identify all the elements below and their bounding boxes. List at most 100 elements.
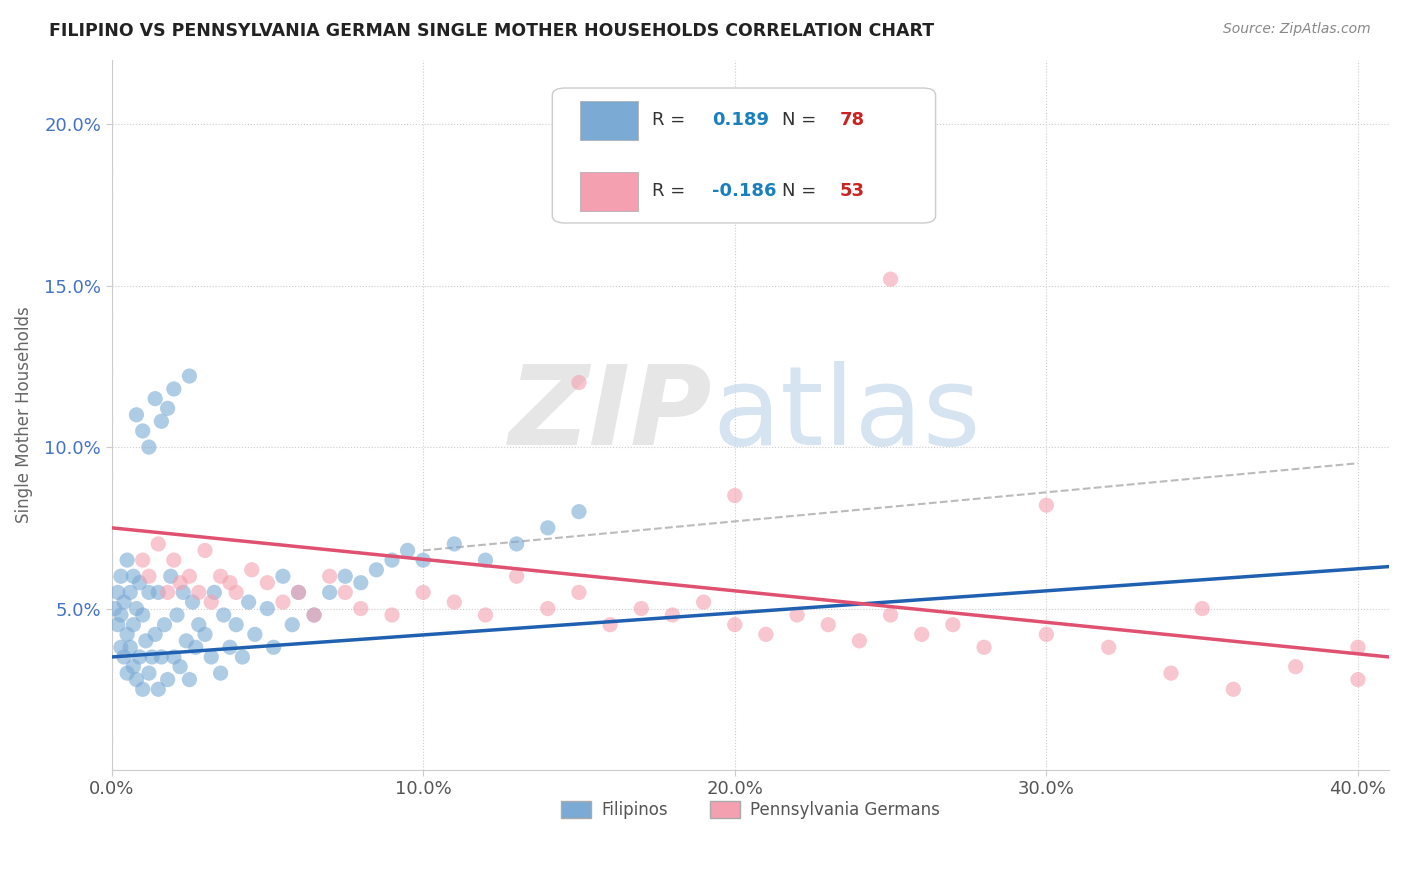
Point bbox=[396, 543, 419, 558]
Point bbox=[125, 408, 148, 422]
Point bbox=[335, 585, 357, 599]
Point bbox=[107, 585, 129, 599]
Point bbox=[131, 682, 153, 697]
Point bbox=[225, 585, 247, 599]
Point bbox=[302, 607, 325, 622]
Point bbox=[163, 650, 186, 665]
Point bbox=[568, 376, 591, 390]
Text: R =: R = bbox=[652, 182, 690, 200]
Point bbox=[287, 585, 309, 599]
Text: -0.186: -0.186 bbox=[711, 182, 776, 200]
Point bbox=[350, 575, 373, 590]
Text: N =: N = bbox=[782, 111, 823, 129]
Point bbox=[474, 607, 496, 622]
Text: atlas: atlas bbox=[711, 361, 980, 468]
Point bbox=[412, 553, 434, 567]
Point bbox=[187, 617, 209, 632]
Point bbox=[879, 607, 901, 622]
Point bbox=[138, 585, 160, 599]
Point bbox=[1347, 640, 1369, 655]
Point bbox=[302, 607, 325, 622]
Point bbox=[128, 650, 150, 665]
Point bbox=[138, 666, 160, 681]
Point bbox=[1191, 601, 1213, 615]
Point bbox=[120, 640, 142, 655]
Point bbox=[159, 569, 181, 583]
Text: FILIPINO VS PENNSYLVANIA GERMAN SINGLE MOTHER HOUSEHOLDS CORRELATION CHART: FILIPINO VS PENNSYLVANIA GERMAN SINGLE M… bbox=[49, 22, 935, 40]
Point bbox=[443, 537, 465, 551]
Point bbox=[271, 569, 294, 583]
Point bbox=[879, 272, 901, 286]
Point bbox=[153, 617, 176, 632]
Point bbox=[125, 673, 148, 687]
Point bbox=[135, 633, 157, 648]
Point bbox=[1347, 673, 1369, 687]
Point bbox=[120, 585, 142, 599]
Point bbox=[148, 682, 170, 697]
Point bbox=[166, 607, 188, 622]
Point bbox=[381, 553, 404, 567]
Point bbox=[243, 627, 266, 641]
Point bbox=[1285, 659, 1308, 673]
Point bbox=[179, 569, 201, 583]
Point bbox=[1222, 682, 1244, 697]
Text: Source: ZipAtlas.com: Source: ZipAtlas.com bbox=[1223, 22, 1371, 37]
Point bbox=[231, 650, 253, 665]
Point bbox=[366, 563, 388, 577]
Point bbox=[212, 607, 235, 622]
Point bbox=[148, 585, 170, 599]
Point bbox=[661, 607, 683, 622]
Point bbox=[287, 585, 309, 599]
Point bbox=[505, 569, 527, 583]
Point bbox=[110, 640, 132, 655]
Point bbox=[110, 607, 132, 622]
Point bbox=[724, 489, 747, 503]
Point bbox=[1098, 640, 1121, 655]
Point bbox=[350, 601, 373, 615]
Point bbox=[942, 617, 965, 632]
Point bbox=[115, 553, 138, 567]
Point bbox=[1035, 627, 1057, 641]
Point bbox=[187, 585, 209, 599]
Point bbox=[200, 595, 222, 609]
Text: R =: R = bbox=[652, 111, 690, 129]
Point bbox=[202, 585, 225, 599]
Point bbox=[143, 627, 166, 641]
Point bbox=[115, 627, 138, 641]
Point bbox=[335, 569, 357, 583]
Point bbox=[115, 666, 138, 681]
Point bbox=[150, 414, 173, 428]
Point bbox=[219, 640, 242, 655]
Point bbox=[209, 666, 232, 681]
Point bbox=[184, 640, 207, 655]
Point bbox=[194, 627, 217, 641]
Point bbox=[112, 650, 135, 665]
Text: 78: 78 bbox=[839, 111, 865, 129]
Point bbox=[973, 640, 995, 655]
Text: 53: 53 bbox=[839, 182, 865, 200]
Point bbox=[692, 595, 714, 609]
Point bbox=[156, 585, 179, 599]
Point bbox=[443, 595, 465, 609]
Point bbox=[537, 601, 560, 615]
Point bbox=[318, 569, 340, 583]
Point bbox=[138, 440, 160, 454]
Point bbox=[163, 382, 186, 396]
Point bbox=[169, 659, 191, 673]
Point bbox=[172, 585, 194, 599]
Point bbox=[1035, 498, 1057, 512]
Point bbox=[179, 673, 201, 687]
Point bbox=[179, 369, 201, 384]
Point bbox=[724, 617, 747, 632]
Point bbox=[148, 537, 170, 551]
Point bbox=[256, 575, 278, 590]
Point bbox=[194, 543, 217, 558]
Point bbox=[219, 575, 242, 590]
Point bbox=[107, 617, 129, 632]
Point bbox=[122, 659, 145, 673]
FancyBboxPatch shape bbox=[553, 88, 935, 223]
Point bbox=[786, 607, 808, 622]
Text: ZIP: ZIP bbox=[509, 361, 711, 468]
Point bbox=[412, 585, 434, 599]
Point bbox=[181, 595, 204, 609]
